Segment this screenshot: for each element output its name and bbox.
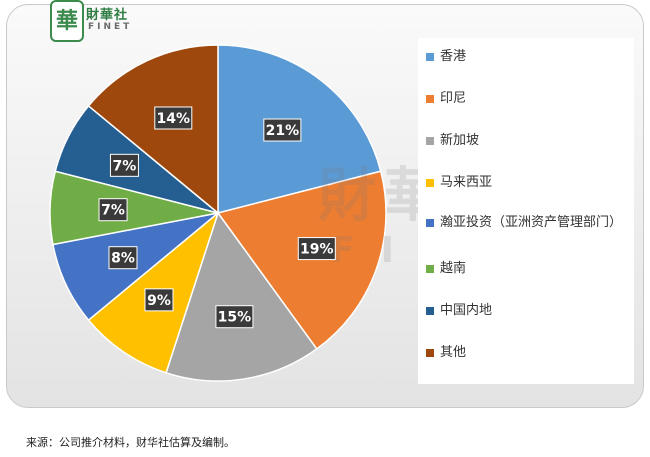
data-label-box — [215, 305, 254, 329]
legend-swatch — [426, 95, 434, 103]
data-label-text: 15% — [218, 310, 252, 326]
data-label-box — [108, 246, 138, 270]
legend-label: 越南 — [440, 261, 467, 276]
legend-swatch — [426, 179, 434, 187]
legend-label: 香港 — [440, 49, 467, 64]
finet-logo: 華 財華社 FINET — [50, 0, 146, 42]
data-label-box — [154, 106, 193, 130]
pie-data-labels: 21% 19% 15% 9% 8% 7% 7% 14% — [98, 106, 336, 329]
data-label-box — [263, 118, 302, 142]
data-label: 14% — [154, 106, 193, 130]
pie-slice — [165, 211, 318, 382]
source-note: 来源：公司推介材料，财华社估算及编制。 — [26, 436, 235, 449]
data-label: 7% — [98, 198, 128, 222]
logo-name: 財華社 — [86, 8, 129, 23]
legend-label: 其他 — [440, 345, 467, 360]
legend-swatch — [426, 265, 434, 273]
data-label-box — [297, 237, 336, 261]
data-label-box — [98, 198, 128, 222]
legend-label: 新加坡 — [440, 133, 480, 148]
data-label-text: 7% — [101, 203, 125, 219]
data-label: 9% — [144, 288, 174, 312]
data-label-text: 8% — [111, 251, 135, 267]
data-label-text: 9% — [147, 293, 171, 309]
data-label: 15% — [215, 305, 254, 329]
logo-badge: 華 — [50, 0, 84, 42]
legend-label: 印尼 — [440, 91, 467, 106]
pie-slice — [216, 170, 387, 350]
legend-swatch — [426, 53, 434, 61]
data-label-text: 19% — [300, 242, 334, 258]
legend-swatch — [426, 307, 434, 315]
pie-slice — [87, 44, 219, 215]
legend-label: 瀚亚投资（亚洲资产管理部门） — [440, 215, 623, 230]
logo-sub: FINET — [88, 22, 133, 32]
data-label-text: 7% — [113, 158, 137, 174]
legend-swatch — [426, 349, 434, 357]
data-label-box — [109, 153, 139, 177]
chart-legend: 香港印尼新加坡马来西亚瀚亚投资（亚洲资产管理部门） 越南中国内地其他 — [418, 38, 634, 384]
data-label-text: 21% — [266, 123, 300, 139]
data-label-box — [144, 288, 174, 312]
data-label: 21% — [263, 118, 302, 142]
legend-label: 中国内地 — [440, 303, 493, 318]
legend-swatch — [426, 219, 434, 227]
data-label: 19% — [297, 237, 336, 261]
data-label: 7% — [109, 153, 139, 177]
legend-swatch — [426, 137, 434, 145]
data-label: 8% — [108, 246, 138, 270]
data-label-text: 14% — [157, 111, 191, 127]
legend-label: 马来西亚 — [440, 175, 493, 190]
